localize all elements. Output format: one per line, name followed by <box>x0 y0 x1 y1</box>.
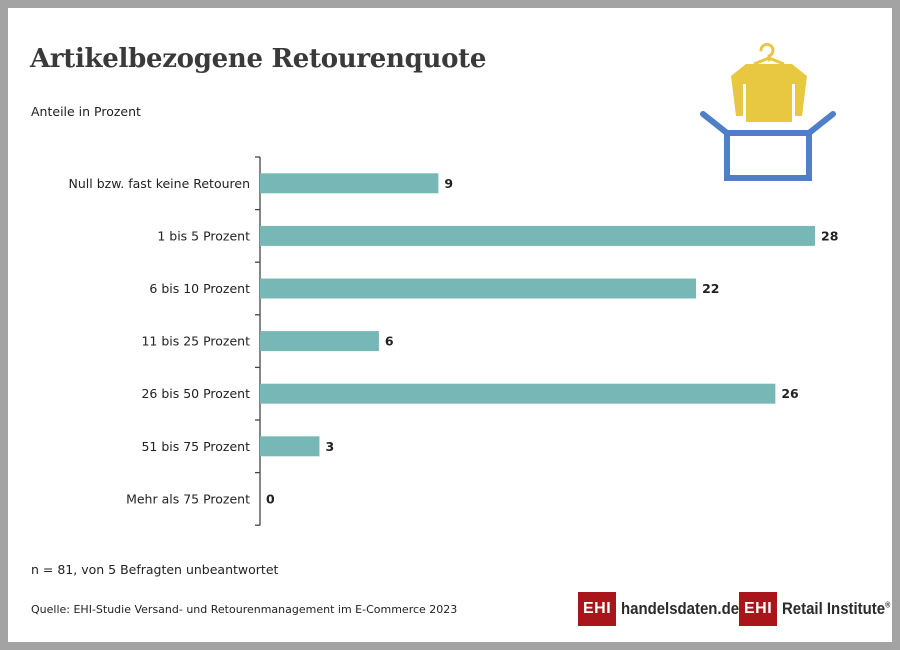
ehi-retail-institute-logo[interactable]: EHI Retail Institute® <box>739 592 900 626</box>
value-label: 3 <box>325 439 334 454</box>
value-label: 26 <box>781 386 799 401</box>
chart-subtitle: Anteile in Prozent <box>31 104 141 119</box>
handelsdaten-logo-text: handelsdaten.de <box>621 599 740 618</box>
bar <box>260 225 815 246</box>
retail-institute-logo-text: Retail Institute® <box>782 599 891 618</box>
category-label: 51 bis 75 Prozent <box>141 439 250 454</box>
category-label: Null bzw. fast keine Retouren <box>69 176 250 191</box>
value-label: 0 <box>266 491 275 506</box>
source-note: Quelle: EHI-Studie Versand- und Retouren… <box>31 603 458 616</box>
bar <box>260 278 697 299</box>
sample-note: n = 81, von 5 Befragten unbeantwortet <box>31 562 279 577</box>
handelsdaten-logo[interactable]: EHI handelsdaten.de <box>578 592 755 626</box>
category-label: Mehr als 75 Prozent <box>126 491 250 506</box>
value-label: 9 <box>444 176 453 191</box>
chart-card: Artikelbezogene Retourenquote Anteile in… <box>8 8 892 642</box>
category-label: 1 bis 5 Prozent <box>157 228 250 243</box>
bar <box>260 331 379 352</box>
category-label: 6 bis 10 Prozent <box>149 281 250 296</box>
value-label: 28 <box>821 228 838 243</box>
shirt-in-box-icon <box>700 42 836 181</box>
chart-title: Artikelbezogene Retourenquote <box>30 44 487 74</box>
value-label: 22 <box>702 281 719 296</box>
ehi-logo-box: EHI <box>578 592 617 626</box>
category-label: 11 bis 25 Prozent <box>141 334 250 349</box>
bar <box>260 173 439 194</box>
bar <box>260 436 320 457</box>
category-label: 26 bis 50 Prozent <box>141 386 250 401</box>
ehi-logo-box: EHI <box>739 592 778 626</box>
value-label: 6 <box>385 334 394 349</box>
bar <box>260 383 776 404</box>
